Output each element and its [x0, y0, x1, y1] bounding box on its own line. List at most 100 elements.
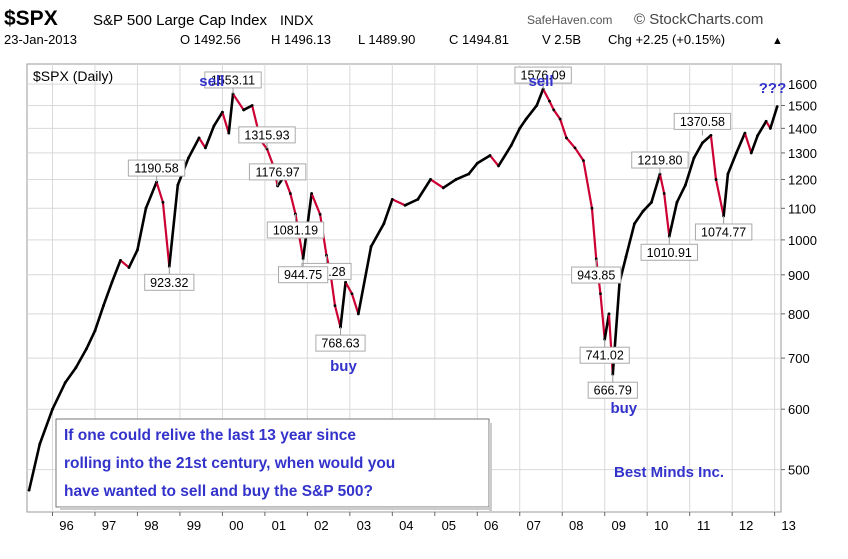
price-point [38, 442, 42, 446]
x-tick-label: 99 [187, 518, 201, 533]
price-segment [333, 304, 342, 329]
price-point [675, 200, 679, 204]
quote-close: C 1494.81 [449, 32, 509, 47]
price-segment [667, 201, 679, 238]
price-segment [488, 154, 500, 168]
price-point [684, 183, 687, 187]
price-segment [641, 201, 653, 213]
price-segment [552, 108, 562, 121]
price-point [558, 117, 562, 121]
price-segment [27, 442, 42, 492]
price-segment [497, 144, 513, 168]
price-segment [454, 172, 471, 181]
price-segment [187, 136, 201, 160]
price-segment [429, 178, 445, 189]
price-point [250, 104, 254, 107]
price-annotation: 923.32 [144, 266, 195, 291]
price-point [535, 104, 539, 107]
price-segment [161, 201, 171, 268]
price-annotation-label: 1074.77 [701, 225, 746, 239]
x-tick-label: 01 [272, 518, 286, 533]
price-point [333, 304, 337, 308]
price-point [265, 147, 269, 151]
price-segment [265, 147, 275, 168]
price-point [227, 131, 231, 135]
price-segment [51, 381, 67, 411]
price-segment [524, 104, 539, 121]
price-point [350, 292, 354, 296]
copyright-label: © StockCharts.com [634, 11, 763, 28]
y-tick-label: 600 [788, 402, 810, 417]
price-annotation: 1081.19 [266, 214, 325, 239]
price-point [488, 154, 492, 157]
price-point [127, 266, 131, 269]
gridlines [27, 64, 781, 512]
x-tick-label: 02 [314, 518, 328, 533]
price-segment [74, 347, 88, 370]
price-segment [692, 141, 704, 160]
price-segment [110, 259, 122, 284]
price-segment [441, 178, 458, 190]
price-point [63, 381, 67, 385]
price-point [429, 178, 432, 181]
y-tick-label: 700 [788, 351, 810, 366]
price-annotation: 1553.11 [204, 71, 262, 94]
price-point [204, 146, 207, 150]
y-tick-label: 1200 [788, 172, 817, 187]
price-segment [565, 136, 577, 149]
price-point [582, 159, 585, 163]
price-annotation: 1074.77 [694, 215, 753, 241]
price-segment [416, 178, 432, 201]
price-annotation: 1176.97 [248, 163, 307, 186]
price-point [518, 126, 522, 130]
question-box: If one could relive the last 13 year sin… [55, 418, 492, 511]
price-annotation: 1315.93 [238, 126, 296, 149]
price-point [641, 209, 645, 213]
x-tick-label: 96 [59, 518, 73, 533]
price-point [51, 407, 54, 411]
price-point [734, 151, 738, 155]
price-point [187, 156, 190, 160]
signal-label-question: ??? [759, 80, 787, 97]
price-point [743, 131, 747, 135]
price-point [775, 105, 779, 109]
brand-label: Best Minds Inc. [614, 464, 724, 481]
price-point [176, 183, 180, 187]
signal-label-sell: sell [199, 73, 224, 90]
price-segment [735, 131, 747, 155]
price-point [110, 280, 114, 284]
source-label: SafeHaven.com [527, 13, 612, 27]
price-point [403, 203, 407, 207]
price-point [565, 136, 568, 140]
price-point [764, 119, 768, 123]
price-segment [204, 124, 216, 150]
price-point [756, 134, 760, 137]
exchange-label: INDX [280, 12, 314, 28]
price-point [726, 172, 730, 176]
price-point [318, 212, 322, 216]
price-annotation-label: 1370.58 [680, 115, 725, 129]
y-tick-label: 1100 [788, 201, 816, 216]
price-segment [542, 87, 551, 103]
x-tick-label: 11 [697, 518, 711, 533]
price-segment [357, 245, 373, 316]
price-point [369, 245, 373, 248]
price-annotation: 1370.58 [673, 112, 732, 136]
price-segment [369, 222, 386, 248]
price-segment [155, 180, 165, 204]
price-point [276, 184, 280, 188]
price-point [590, 206, 594, 210]
price-point [475, 161, 479, 165]
price-segment [136, 206, 148, 252]
price-segment [701, 134, 713, 145]
price-segment [518, 117, 528, 130]
price-point [155, 180, 158, 184]
price-point [624, 255, 628, 259]
price-point [119, 258, 122, 262]
quote-low: L 1489.90 [358, 32, 415, 47]
price-segment [231, 92, 245, 112]
x-tick-label: 97 [102, 518, 116, 533]
question-line-2: rolling into the 21st century, when woul… [64, 455, 395, 472]
x-tick-label: 07 [527, 518, 541, 533]
x-tick-label: 98 [144, 518, 158, 533]
